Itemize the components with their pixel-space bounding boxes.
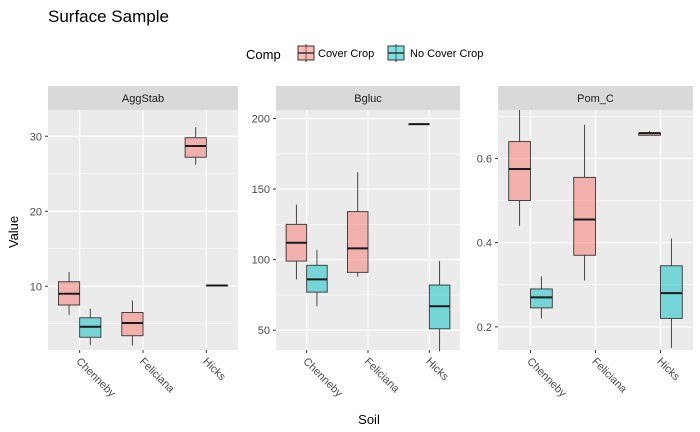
box-bgluc-hicks-no-cover-crop	[428, 261, 451, 352]
x-tick-label-feliciana: Feliciana	[362, 356, 402, 396]
y-tick-label-aggstab: 10	[30, 281, 42, 293]
x-tick-label-chenneby: Chenneby	[524, 356, 568, 400]
x-tick-label-hicks: Hicks	[654, 356, 682, 384]
legend-key-no-cover-crop	[387, 44, 405, 62]
chart-title: Surface Sample	[48, 7, 169, 26]
strip-label-pom-c: Pom_C	[577, 93, 614, 105]
legend-key-cover-crop	[297, 44, 315, 62]
legend: Comp Cover Crop No Cover Crop	[246, 44, 483, 62]
x-tick-label-feliciana: Feliciana	[137, 356, 177, 396]
x-tick-label-feliciana: Feliciana	[589, 356, 629, 396]
box-body	[184, 137, 207, 158]
x-tick-label-hicks: Hicks	[200, 356, 228, 384]
box-pom-c-chenneby-cover-crop	[508, 110, 531, 226]
strip-pom-c	[498, 86, 693, 110]
box-aggstab-hicks-no-cover-crop	[205, 284, 228, 287]
facet-aggstab: AggStab 10 20 30 Chenneby Feliciana Hicks	[30, 86, 238, 400]
legend-label-cover-crop: Cover Crop	[318, 48, 374, 60]
y-tick-label-pom-c: 0.2	[477, 322, 492, 334]
facet-pom-c: Pom_C 0.2 0.4 0.6 Chenneby Feliciana Hicks	[477, 86, 693, 400]
strip-label-bgluc: Bgluc	[354, 93, 382, 105]
x-tick-label-chenneby: Chenneby	[301, 356, 345, 400]
box-body	[660, 265, 683, 319]
box-pom-c-feliciana-cover-crop	[573, 124, 596, 281]
box-bgluc-hicks-cover-crop	[408, 123, 430, 126]
y-tick-label-pom-c: 0.6	[477, 153, 492, 165]
box-pom-c-hicks-no-cover-crop	[660, 238, 683, 348]
facet-bgluc: Bgluc 50 100 150 200 Chenneby Feliciana Hicks	[252, 86, 460, 400]
x-axis-title: Soil	[358, 412, 380, 427]
box-body	[573, 176, 596, 256]
x-tick-label-chenneby: Chenneby	[74, 356, 118, 400]
box-aggstab-chenneby-no-cover-crop	[79, 308, 102, 345]
box-body	[508, 141, 531, 201]
box-aggstab-hicks-cover-crop	[184, 127, 207, 165]
box-body	[347, 211, 369, 273]
y-tick-label-aggstab: 30	[30, 131, 42, 143]
y-tick-label-aggstab: 20	[30, 206, 42, 218]
box-pom-c-hicks-cover-crop	[638, 131, 661, 136]
box-bgluc-chenneby-cover-crop	[285, 204, 308, 280]
y-axis-title: Value	[6, 216, 21, 248]
legend-title: Comp	[246, 47, 281, 62]
y-tick-label-bgluc: 200	[252, 113, 270, 125]
y-tick-label-bgluc: 50	[258, 325, 270, 337]
legend-label-no-cover-crop: No Cover Crop	[410, 48, 483, 60]
y-tick-label-bgluc: 100	[252, 255, 270, 267]
y-tick-label-pom-c: 0.4	[477, 238, 492, 250]
box-body	[530, 288, 553, 309]
box-bgluc-chenneby-no-cover-crop	[306, 249, 328, 307]
y-tick-label-bgluc: 150	[252, 184, 270, 196]
box-bgluc-feliciana-cover-crop	[347, 172, 369, 277]
strip-label-aggstab: AggStab	[122, 93, 164, 105]
box-aggstab-feliciana-cover-crop	[121, 300, 144, 346]
x-tick-label-hicks: Hicks	[423, 356, 451, 384]
strip-aggstab	[48, 86, 238, 110]
box-body	[121, 312, 144, 337]
box-aggstab-chenneby-cover-crop	[58, 272, 81, 315]
box-pom-c-chenneby-no-cover-crop	[530, 276, 553, 319]
strip-bgluc	[276, 86, 460, 110]
